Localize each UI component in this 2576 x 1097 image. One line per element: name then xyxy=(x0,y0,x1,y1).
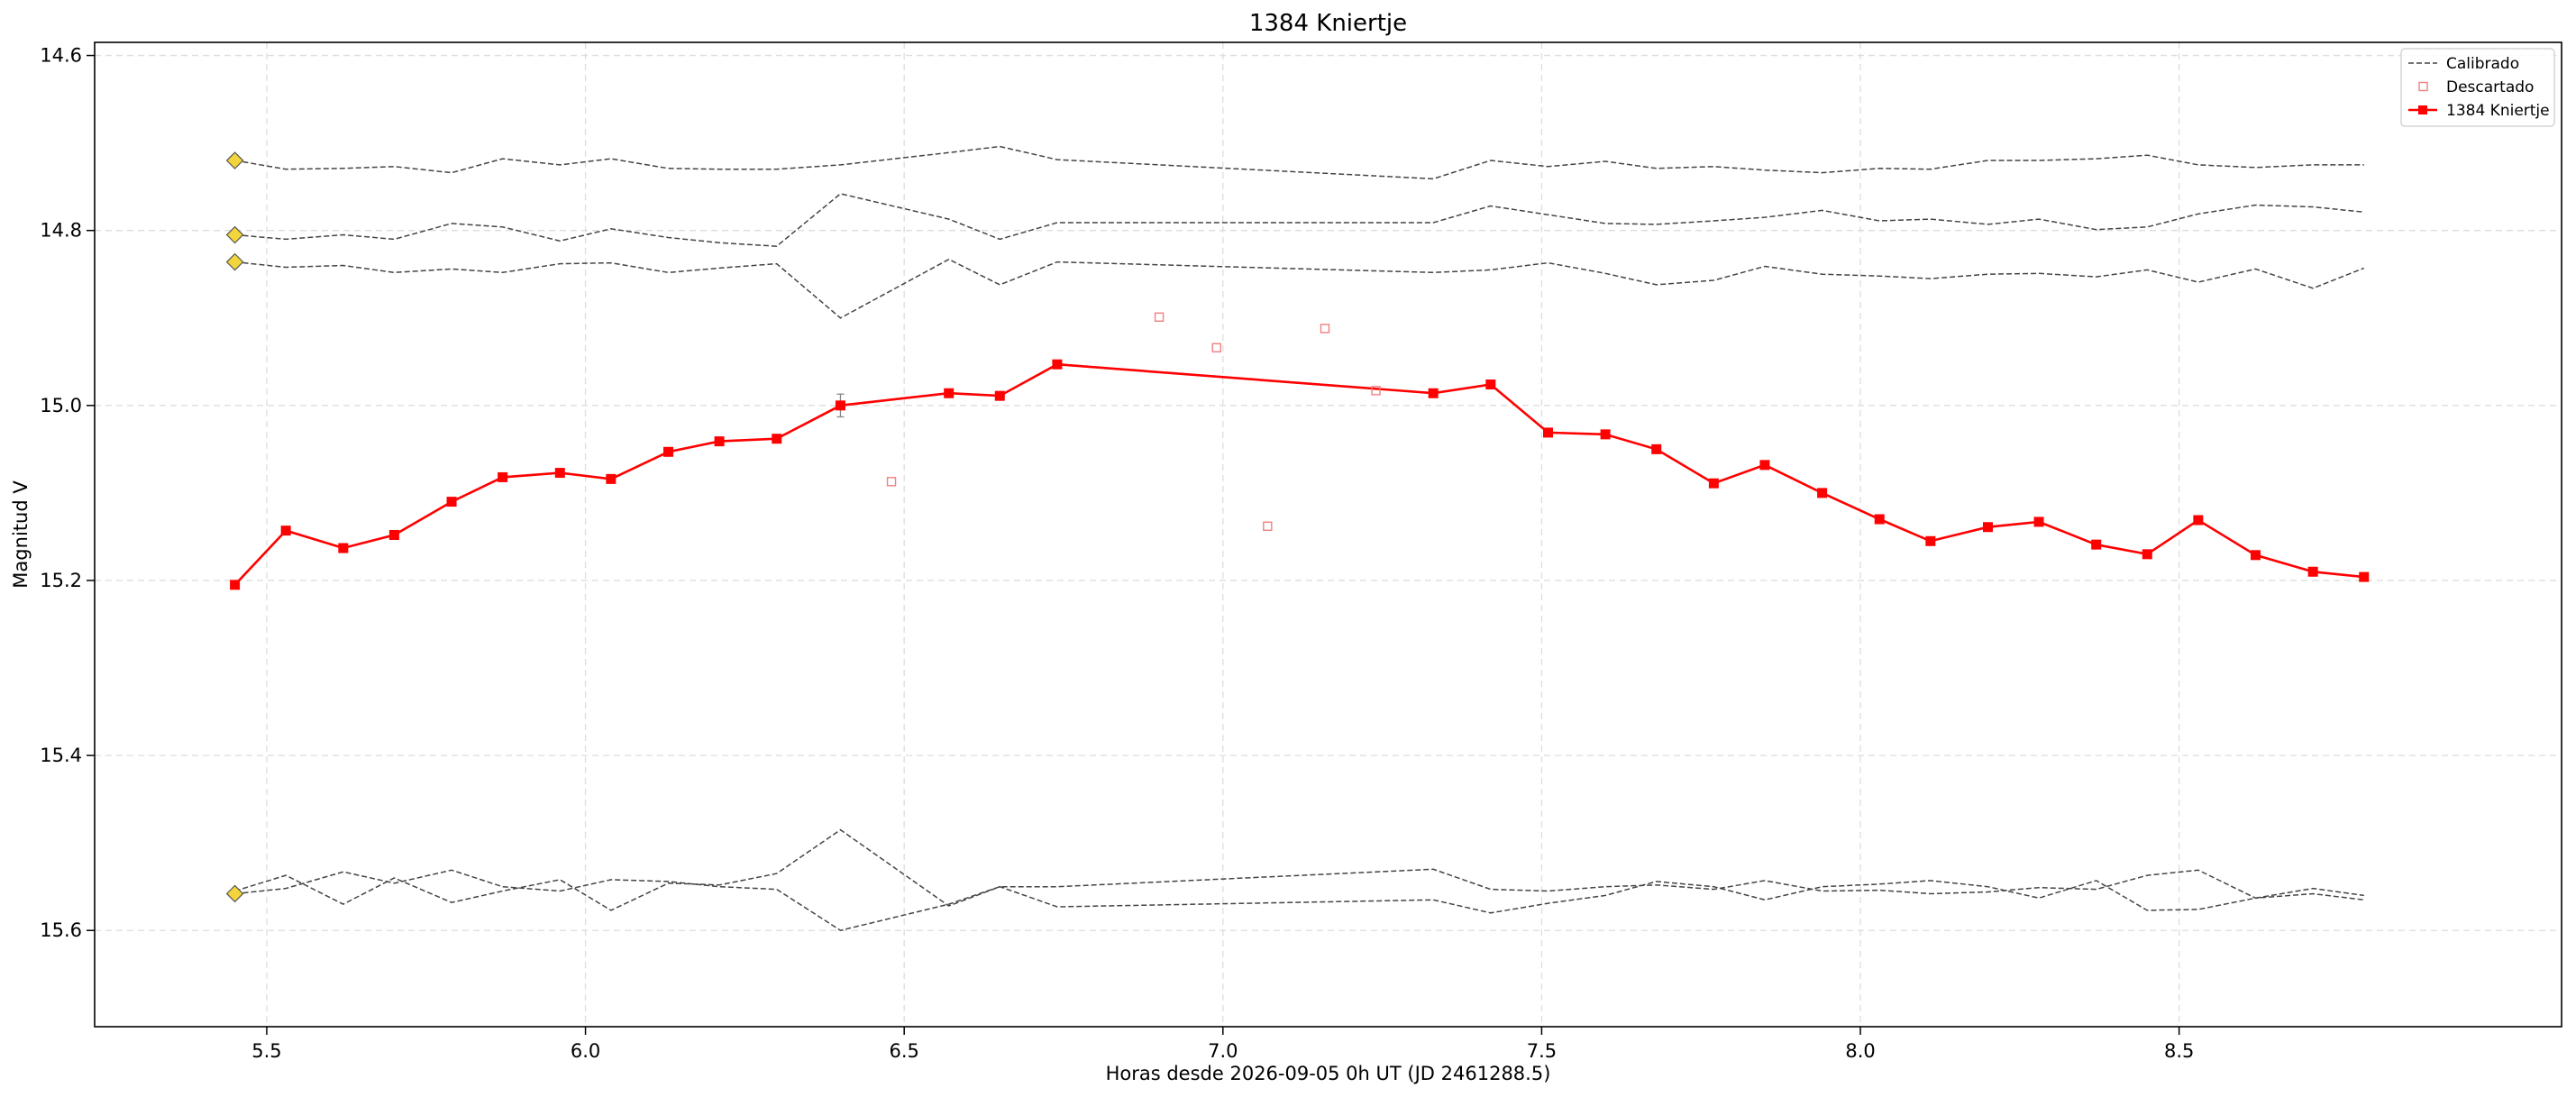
discarded-point-4 xyxy=(1320,324,1330,334)
target-series xyxy=(230,359,2370,590)
legend-calibrado-label: Calibrado xyxy=(2446,55,2519,73)
reference-marker-0 xyxy=(225,151,244,169)
target-point-15 xyxy=(1428,388,1439,398)
target-point-6 xyxy=(554,468,565,479)
x-tick-label-5: 8.0 xyxy=(1845,1040,1875,1062)
target-point-0 xyxy=(230,580,241,590)
target-point-30 xyxy=(2251,550,2261,561)
legend-target-square xyxy=(2418,105,2427,114)
target-point-26 xyxy=(2033,517,2044,527)
target-point-16 xyxy=(1485,379,1496,390)
legend-descartado-square xyxy=(2418,81,2428,92)
x-tick-label-1: 6.0 xyxy=(571,1040,600,1062)
target-point-29 xyxy=(2193,515,2204,526)
x-tick-label-6: 8.5 xyxy=(2164,1040,2194,1062)
discarded-point-2 xyxy=(1211,343,1221,352)
comparison-line-2 xyxy=(234,258,2365,319)
x-tick-label-2: 6.5 xyxy=(889,1040,918,1062)
target-point-28 xyxy=(2142,549,2152,560)
x-axis-label: Horas desde 2026-09-05 0h UT (JD 2461288… xyxy=(1106,1063,1551,1084)
target-point-4 xyxy=(446,497,457,507)
target-point-32 xyxy=(2359,571,2370,582)
target-point-9 xyxy=(714,436,725,447)
target-point-21 xyxy=(1759,460,1770,471)
target-point-24 xyxy=(1925,535,1936,546)
y-tick-label-5: 15.6 xyxy=(40,919,82,941)
y-tick-label-2: 15.0 xyxy=(40,395,82,416)
comparison-line-4 xyxy=(234,868,2364,932)
target-point-8 xyxy=(663,446,674,457)
chart-title: 1384 Kniertje xyxy=(1249,10,1407,37)
target-point-10 xyxy=(772,434,782,444)
target-point-20 xyxy=(1708,478,1719,489)
y-tick-label-1: 14.8 xyxy=(40,220,82,242)
target-point-13 xyxy=(994,390,1005,401)
target-line xyxy=(233,362,2364,586)
reference-marker-3 xyxy=(225,884,244,903)
target-point-25 xyxy=(1982,522,1993,533)
comparison-line-1 xyxy=(234,193,2364,247)
comparison-series xyxy=(234,145,2365,932)
target-point-31 xyxy=(2307,566,2318,577)
comparison-line-3 xyxy=(234,828,2364,914)
target-point-7 xyxy=(606,473,617,484)
x-tick-label-4: 7.5 xyxy=(1527,1040,1557,1062)
y-tick-label-4: 15.4 xyxy=(40,745,82,766)
reference-marker-2 xyxy=(225,252,244,271)
target-point-17 xyxy=(1542,427,1553,438)
target-point-5 xyxy=(498,471,508,482)
plot-frame xyxy=(94,41,2562,1028)
discarded-point-1 xyxy=(1154,312,1165,322)
y-tick-label-0: 14.6 xyxy=(40,45,82,67)
legend-box xyxy=(2400,48,2555,127)
target-point-22 xyxy=(1817,488,1828,498)
discarded-points xyxy=(886,312,1381,531)
axis-ticks: 5.5 6.0 6.5 7.0 7.5 8.0 8.5 14.6 14.8 15.0 15.2 15.… xyxy=(40,45,2194,1062)
target-point-27 xyxy=(2091,539,2102,550)
target-point-18 xyxy=(1600,429,1611,440)
comparison-line-0 xyxy=(234,145,2364,180)
y-tick-label-3: 15.2 xyxy=(40,570,82,591)
target-point-1 xyxy=(280,526,291,536)
reference-marker-1 xyxy=(225,225,244,244)
legend: Calibrado Descartado 1384 Kniertje xyxy=(2400,48,2555,127)
target-point-19 xyxy=(1651,443,1662,454)
legend-target-label: 1384 Kniertje xyxy=(2446,102,2550,120)
y-axis-label: Magnitud V xyxy=(10,480,32,589)
x-tick-label-0: 5.5 xyxy=(251,1040,281,1062)
target-point-23 xyxy=(1874,514,1885,525)
target-point-2 xyxy=(338,543,349,553)
target-point-3 xyxy=(388,529,399,540)
discarded-point-5 xyxy=(1371,386,1381,396)
legend-descartado-label: Descartado xyxy=(2446,78,2534,96)
target-point-11 xyxy=(835,400,845,411)
target-point-12 xyxy=(944,388,955,398)
x-tick-label-3: 7.0 xyxy=(1208,1040,1238,1062)
reference-markers xyxy=(225,151,244,903)
grid xyxy=(95,42,2562,1027)
target-point-14 xyxy=(1052,359,1063,370)
discarded-point-0 xyxy=(886,477,897,487)
discarded-point-3 xyxy=(1263,521,1273,531)
